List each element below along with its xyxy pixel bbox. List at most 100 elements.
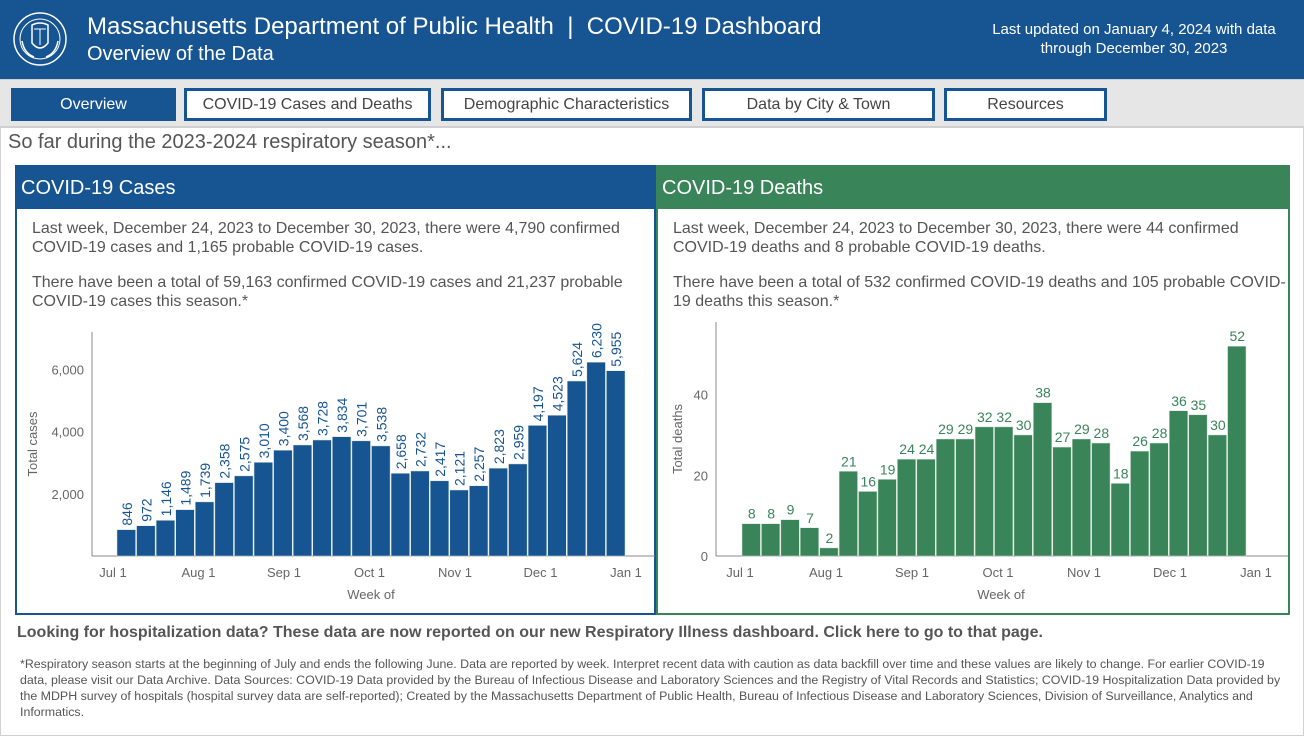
bar-value-label: 36 [1171,393,1187,409]
bar[interactable] [955,438,975,557]
bar[interactable] [974,426,994,557]
x-axis-title: Week of [977,587,1025,602]
hospitalization-data-link[interactable]: Looking for hospitalization data? These … [17,624,1043,641]
bar-value-label: 32 [977,409,993,425]
bar[interactable] [429,480,450,557]
x-tick-label: Sep 1 [267,565,301,580]
bar[interactable] [877,479,897,557]
bar-value-label: 24 [899,441,915,457]
bar-value-label: 2,823 [491,429,507,464]
bar[interactable] [1188,414,1208,557]
tab-resources[interactable]: Resources [944,88,1107,121]
deaths-panel: COVID-19 Deaths Last week, December 24, … [656,165,1290,615]
bar[interactable] [858,491,878,557]
bar-value-label: 38 [1035,385,1051,401]
tab-data-by-city-town[interactable]: Data by City & Town [702,88,935,121]
bar[interactable] [390,473,410,557]
bar[interactable] [351,440,371,557]
bar[interactable] [1033,402,1053,557]
bar[interactable] [312,439,332,557]
bar[interactable] [1227,345,1247,557]
bar[interactable] [586,361,606,557]
bar-value-label: 1,739 [197,463,213,498]
season-intro: So far during the 2023-2024 respiratory … [8,131,452,153]
bar-value-label: 3,728 [315,401,331,436]
bar[interactable] [1052,446,1072,557]
bar[interactable] [234,475,254,557]
bar[interactable] [292,444,313,557]
bar[interactable] [916,458,936,557]
bar[interactable] [136,525,156,557]
bar-value-label: 7 [806,510,814,526]
massachusetts-dph-seal-icon [13,12,67,66]
bar-value-label: 2,257 [471,447,487,482]
bar-value-label: 5,624 [569,342,585,377]
last-updated-line1: Last updated on January 4, 2024 with dat… [992,21,1276,38]
bar[interactable] [1169,410,1188,557]
bar[interactable] [761,523,781,557]
bar[interactable] [195,501,215,557]
bar[interactable] [1091,442,1111,557]
bar-value-label: 4,197 [530,386,546,421]
bar[interactable] [741,523,761,557]
bar[interactable] [994,426,1014,557]
x-tick-label: Sep 1 [895,565,929,580]
bar[interactable] [116,529,136,557]
bar[interactable] [606,370,626,557]
bar-value-label: 8 [748,506,756,522]
bar[interactable] [488,467,508,557]
bar[interactable] [800,527,819,557]
footnote: *Respiratory season starts at the beginn… [20,657,1281,719]
bar[interactable] [935,438,955,557]
bar[interactable] [527,425,547,557]
bar-value-label: 2,358 [217,443,233,478]
tab-demographic-characteristics[interactable]: Demographic Characteristics [441,88,692,121]
bar-value-label: 32 [996,409,1012,425]
cases-bar-chart: 2,000 4,000 6,000 Total cases 846 972 1,146 1,4… [25,323,655,602]
bar[interactable] [214,482,234,557]
bar[interactable] [780,519,800,557]
bar[interactable] [1071,438,1091,557]
bar[interactable] [1149,442,1169,557]
bar[interactable] [1207,434,1227,557]
bar[interactable] [1013,434,1033,557]
tab-overview[interactable]: Overview [11,88,176,121]
bar[interactable] [175,509,195,557]
bar-value-label: 3,701 [354,402,370,437]
bar[interactable] [567,380,587,557]
x-tick-label: Oct 1 [354,565,385,580]
x-tick-label: Dec 1 [1153,565,1187,580]
bar[interactable] [410,470,430,557]
page-title: Massachusetts Department of Public Healt… [87,13,822,40]
bar[interactable] [838,471,858,557]
bar[interactable] [508,463,528,557]
bar[interactable] [253,462,273,557]
x-tick-label: Dec 1 [524,565,558,580]
bar[interactable] [547,415,567,557]
bar[interactable] [1110,483,1130,557]
y-tick-label: 4,000 [51,425,84,440]
x-tick-label: Nov 1 [438,565,472,580]
bar[interactable] [273,449,293,557]
bar[interactable] [819,547,839,557]
bar-value-label: 28 [1152,425,1168,441]
bar-value-label: 28 [1094,425,1110,441]
bar-value-label: 19 [880,461,896,477]
bar[interactable] [155,520,175,557]
tab-cases-and-deaths[interactable]: COVID-19 Cases and Deaths [184,88,431,121]
x-tick-label: Jul 1 [726,565,753,580]
bar-value-label: 972 [138,498,154,522]
bar[interactable] [449,489,469,557]
cases-summary: Last week, December 24, 2023 to December… [32,219,652,311]
bar[interactable] [1130,450,1150,557]
bar-value-label: 2 [826,530,834,546]
bar[interactable] [897,458,917,557]
bar[interactable] [371,445,391,557]
x-tick-label: Nov 1 [1067,565,1101,580]
deaths-summary: Last week, December 24, 2023 to December… [673,219,1293,311]
bar-value-label: 18 [1113,465,1129,481]
bar[interactable] [469,485,489,557]
bar-value-label: 29 [958,421,974,437]
bar[interactable] [332,436,352,557]
